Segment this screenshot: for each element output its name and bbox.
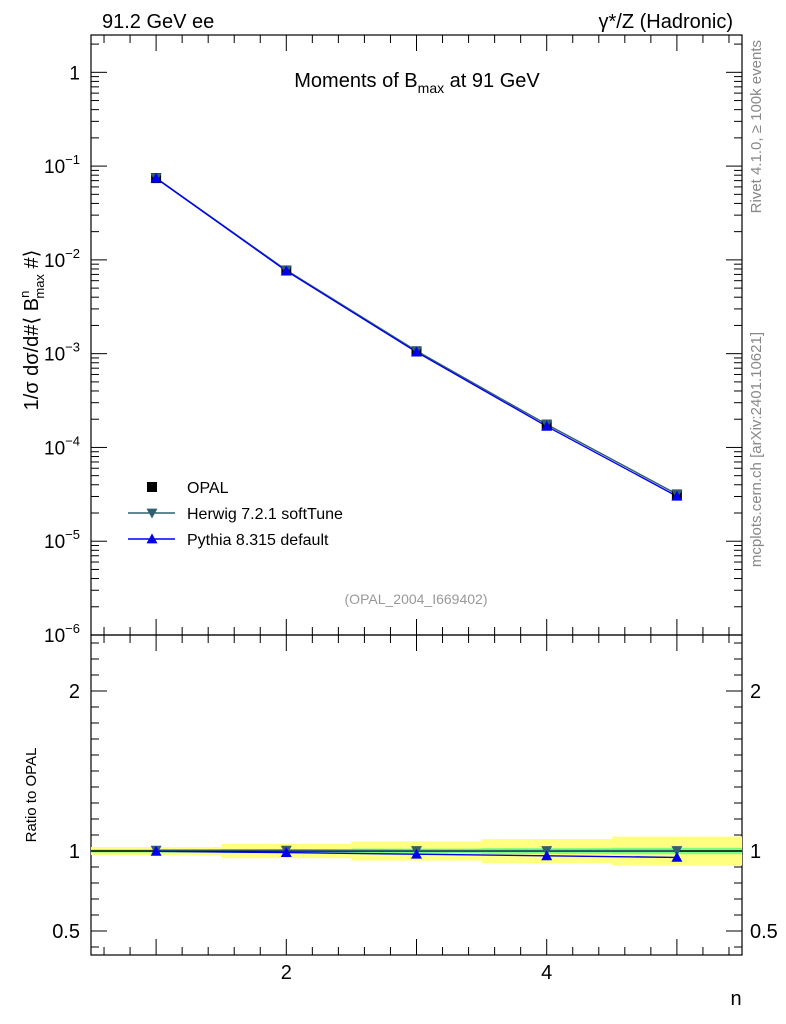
ratio-y-tick-label: 0.5 — [52, 921, 80, 943]
chart-title: Moments of Bmax at 91 GeV — [294, 70, 540, 96]
main-x-ticks — [103, 35, 730, 635]
y-tick-label: 1 — [69, 63, 80, 84]
pythia-point — [671, 851, 683, 862]
herwig-point — [146, 508, 158, 519]
herwig-line — [155, 177, 678, 495]
legend-label: Pythia 8.315 default — [187, 532, 329, 549]
ratio-y-tick-label-right: 0.5 — [750, 921, 778, 943]
pythia-point — [411, 346, 422, 357]
analysis-watermark: (OPAL_2004_I669402) — [345, 591, 488, 607]
ratio-y-tick-label: 1 — [69, 841, 80, 863]
pythia-point — [150, 172, 162, 183]
y-tick-label: 10−1 — [44, 152, 80, 178]
pythia-line — [155, 177, 678, 497]
mcplots-label: mcplots.cern.ch [arXiv:2401.10621] — [748, 332, 765, 567]
pythia-point — [541, 420, 553, 431]
y-tick-label: 10−4 — [44, 433, 80, 459]
legend-label: Herwig 7.2.1 softTune — [187, 506, 343, 523]
pythia-point — [671, 490, 683, 501]
y-tick-label: 10−6 — [44, 621, 80, 647]
ratio-y-axis: 0.5 0.5 1 1 2 2 — [52, 642, 778, 948]
y-tick-label: 10−2 — [44, 246, 80, 272]
main-y-axis: 1 10−1 10−2 10−3 10−4 10−5 10−6 — [44, 43, 742, 647]
pythia-point — [280, 265, 292, 276]
x-axis-label: n — [730, 988, 741, 1010]
x-tick-label: 2 — [281, 962, 292, 984]
pythia-point — [541, 850, 553, 861]
x-tick-label: 4 — [541, 962, 552, 984]
main-panel: 1 10−1 10−2 10−3 10−4 10−5 10−6 Moments of Bma… — [17, 34, 743, 647]
main-series-group — [150, 172, 683, 501]
ratio-y-axis-label: Ratio to OPAL — [23, 748, 40, 843]
y-tick-label: 10−5 — [44, 527, 80, 553]
pythia-point — [280, 847, 292, 857]
pythia-point — [411, 848, 422, 859]
legend-label: OPAL — [187, 480, 229, 497]
pythia-point — [146, 533, 158, 544]
y-tick-label: 10−3 — [44, 340, 80, 366]
herwig-point — [671, 846, 683, 857]
ratio-y-tick-label: 2 — [69, 681, 80, 703]
ratio-frame — [90, 634, 743, 956]
header-right-label: γ*/Z (Hadronic) — [599, 11, 733, 33]
pythia-point — [150, 845, 162, 856]
header-left-label: 91.2 GeV ee — [102, 11, 214, 33]
ratio-series-group — [150, 845, 683, 862]
ratio-y-tick-label-right: 2 — [750, 681, 761, 703]
data-point-square — [147, 482, 157, 492]
legend: OPAL Herwig 7.2.1 softTune Pythia 8.315 de… — [128, 480, 343, 549]
main-y-axis-label: 1/σ dσ/d#⟨ Bnmax #⟩ — [17, 250, 47, 411]
ratio-y-tick-label-right: 1 — [750, 841, 761, 863]
rivet-version-label: Rivet 4.1.0, ≥ 100k events — [748, 40, 765, 213]
